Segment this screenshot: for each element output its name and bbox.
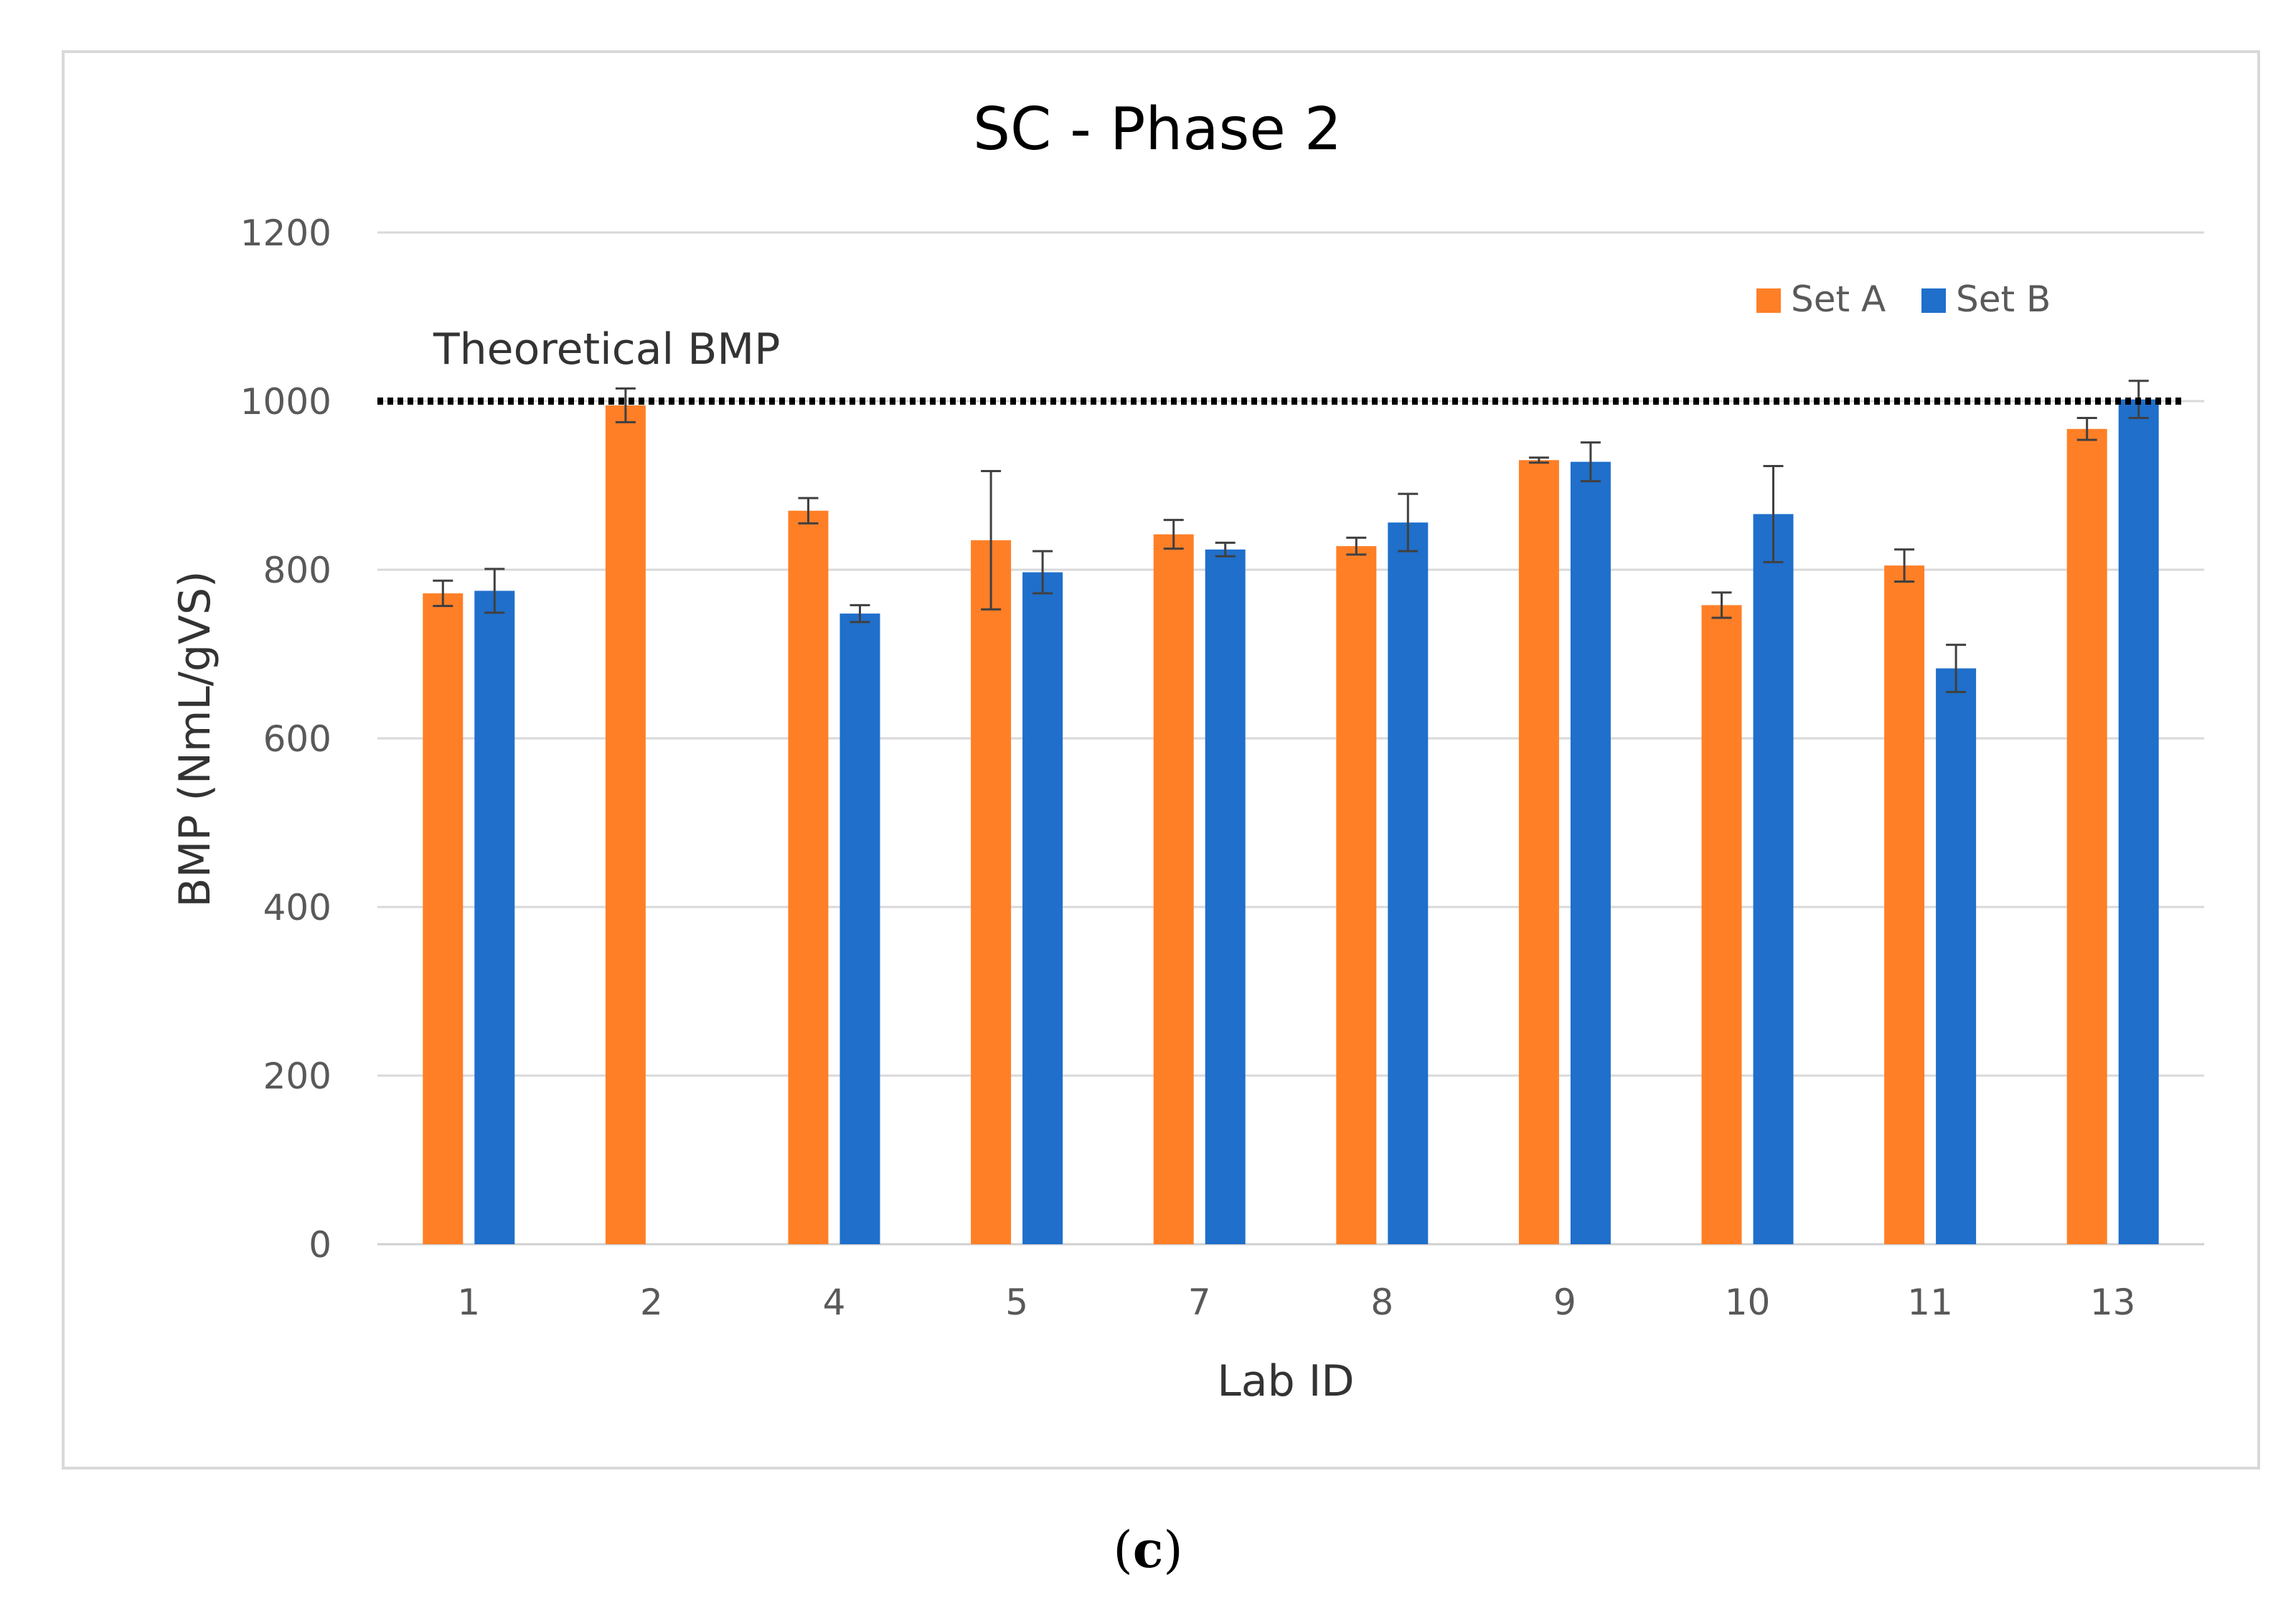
bar-set-b-lab-13 [2118,399,2159,1244]
y-axis-label: BMP (NmL/gVS) [170,570,220,907]
x-axis-ticks: 1 2 4 5 7 8 9 10 11 13 [457,1282,2135,1323]
x-tick-label: 2 [640,1282,663,1323]
y-axis-ticks: 0 200 400 600 800 1000 1200 [240,212,331,1266]
panel-label-close: ) [1163,1520,1183,1579]
y-tick-label: 800 [263,550,331,591]
bar-set-b-lab-1 [474,591,515,1244]
bar-set-a-lab-10 [1701,605,1742,1244]
bar-set-a-lab-5 [971,540,1012,1244]
legend-label-set-a: Set A [1791,278,1886,320]
bar-set-b-lab-5 [1022,572,1063,1244]
x-tick-label: 4 [823,1282,846,1323]
x-tick-label: 5 [1005,1282,1028,1323]
x-tick-label: 1 [457,1282,480,1323]
y-tick-label: 400 [263,887,331,929]
legend: Set A Set B [1756,278,2051,320]
y-tick-label: 1200 [240,212,331,254]
y-tick-label: 1000 [240,381,331,423]
bar-set-a-lab-1 [423,593,464,1244]
bar-set-a-lab-11 [1884,565,1925,1244]
bar-set-b-lab-8 [1388,522,1429,1244]
bar-set-b-lab-4 [839,614,880,1244]
panel-label: (c) [0,1520,2296,1579]
y-tick-label: 0 [309,1224,331,1266]
legend-swatch-set-a [1756,288,1781,313]
legend-swatch-set-b [1921,288,1946,313]
x-tick-label: 9 [1553,1282,1576,1323]
x-tick-label: 10 [1725,1282,1771,1323]
x-tick-label: 7 [1188,1282,1211,1323]
chart-title: SC - Phase 2 [973,95,1342,164]
panel-label-letter: c [1132,1520,1164,1579]
bar-set-b-lab-9 [1570,461,1611,1244]
x-tick-label: 8 [1370,1282,1393,1323]
bar-set-b-lab-11 [1936,668,1977,1244]
bar-set-b-lab-7 [1205,549,1246,1244]
y-tick-label: 200 [263,1056,331,1097]
bar-set-a-lab-8 [1336,546,1377,1244]
bar-set-a-lab-2 [605,405,646,1244]
gridlines [377,231,2204,1246]
x-tick-label: 11 [1907,1282,1953,1323]
bar-set-a-lab-4 [788,510,829,1244]
error-bars [433,380,2149,693]
legend-label-set-b: Set B [1956,278,2051,320]
x-axis-label: Lab ID [1217,1356,1354,1406]
panel-label-open: ( [1113,1520,1133,1579]
y-tick-label: 600 [263,718,331,760]
bar-set-a-lab-7 [1153,534,1194,1244]
reference-line-group: Theoretical BMP [377,324,2181,405]
bar-set-b-lab-10 [1753,514,1794,1244]
bar-set-a-lab-13 [2066,428,2107,1244]
reference-line-label: Theoretical BMP [433,324,780,375]
bar-set-a-lab-9 [1518,460,1559,1244]
bars [423,399,2159,1244]
x-tick-label: 13 [2090,1282,2136,1323]
